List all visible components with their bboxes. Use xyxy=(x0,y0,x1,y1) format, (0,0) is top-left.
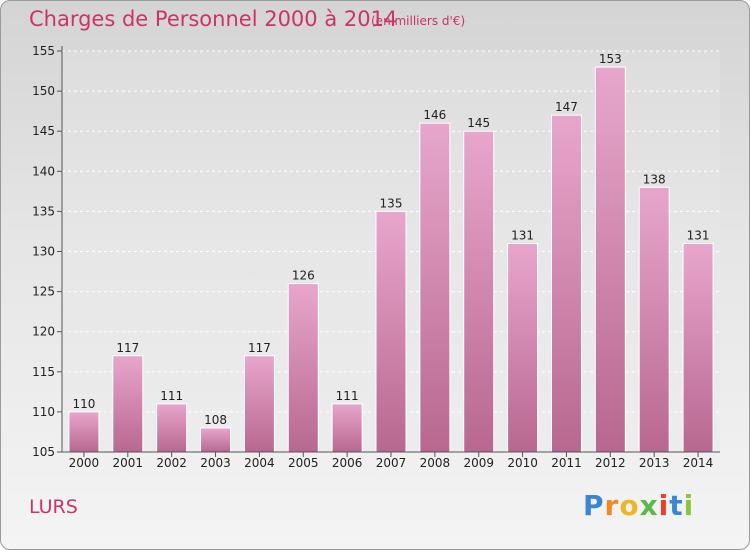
data-label-2002: 111 xyxy=(160,389,183,403)
bar-2002 xyxy=(156,403,188,453)
logo-letter: P xyxy=(583,489,605,522)
x-tick-label-2000: 2000 xyxy=(69,456,100,470)
logo-letter: i xyxy=(658,489,670,522)
x-tick-label-2012: 2012 xyxy=(595,456,626,470)
x-tick-label-2009: 2009 xyxy=(463,456,494,470)
bar-2009 xyxy=(463,130,495,453)
bar-2008 xyxy=(419,122,451,453)
data-label-2013: 138 xyxy=(643,172,666,186)
data-label-2004: 117 xyxy=(248,341,271,355)
data-label-2000: 110 xyxy=(72,397,95,411)
data-label-2014: 131 xyxy=(687,228,710,242)
data-label-2006: 111 xyxy=(336,389,359,403)
data-label-2009: 145 xyxy=(467,116,490,130)
bar-2012 xyxy=(594,66,626,453)
x-tick-label-2001: 2001 xyxy=(113,456,144,470)
y-tick-label: 150 xyxy=(32,84,55,98)
y-tick-label: 125 xyxy=(32,285,55,299)
x-tick-label-2014: 2014 xyxy=(683,456,714,470)
y-tick-label: 145 xyxy=(32,124,55,138)
x-tick-label-2002: 2002 xyxy=(156,456,187,470)
bar-2005 xyxy=(287,283,319,453)
bar-2013 xyxy=(638,186,670,453)
bar-2000 xyxy=(68,411,100,453)
bar-2006 xyxy=(331,403,363,453)
chart-subtitle: (en milliers d'€) xyxy=(371,14,466,28)
data-label-2005: 126 xyxy=(292,269,315,283)
x-tick-label-2004: 2004 xyxy=(244,456,275,470)
x-tick-label-2010: 2010 xyxy=(507,456,538,470)
logo-letter: i xyxy=(683,489,695,522)
data-label-2010: 131 xyxy=(511,228,534,242)
x-tick-label-2011: 2011 xyxy=(551,456,582,470)
y-tick-label: 130 xyxy=(32,245,55,259)
proxiti-logo: Proxiti xyxy=(583,489,694,522)
x-tick-label-2006: 2006 xyxy=(332,456,363,470)
bar-2001 xyxy=(112,355,144,453)
bar-2004 xyxy=(243,355,275,453)
bar-2010 xyxy=(507,242,539,453)
y-tick-label: 115 xyxy=(32,365,55,379)
x-tick-label-2005: 2005 xyxy=(288,456,319,470)
location-label: LURS xyxy=(29,496,78,518)
bar-2007 xyxy=(375,210,407,453)
y-tick-label: 140 xyxy=(32,164,55,178)
x-tick-label-2013: 2013 xyxy=(639,456,670,470)
y-tick-label: 105 xyxy=(32,445,55,459)
x-tick-label-2008: 2008 xyxy=(420,456,451,470)
logo-letter: o xyxy=(619,489,640,522)
x-tick-label-2003: 2003 xyxy=(200,456,231,470)
data-label-2007: 135 xyxy=(380,196,403,210)
y-tick-label: 120 xyxy=(32,325,55,339)
logo-letter: t xyxy=(669,489,684,522)
y-tick-label: 135 xyxy=(32,204,55,218)
data-label-2001: 117 xyxy=(116,341,139,355)
logo-letter: r xyxy=(604,489,620,522)
data-label-2012: 153 xyxy=(599,52,622,66)
chart-title: Charges de Personnel 2000 à 2014 xyxy=(29,7,398,31)
bar-2011 xyxy=(550,114,582,453)
bar-2003 xyxy=(200,427,232,453)
x-tick-label-2007: 2007 xyxy=(376,456,407,470)
logo-letter: x xyxy=(639,489,659,522)
data-label-2011: 147 xyxy=(555,100,578,114)
y-tick-label: 155 xyxy=(32,44,55,58)
data-label-2008: 146 xyxy=(423,108,446,122)
y-tick-label: 110 xyxy=(32,405,55,419)
bar-2014 xyxy=(682,242,714,453)
data-label-2003: 108 xyxy=(204,413,227,427)
